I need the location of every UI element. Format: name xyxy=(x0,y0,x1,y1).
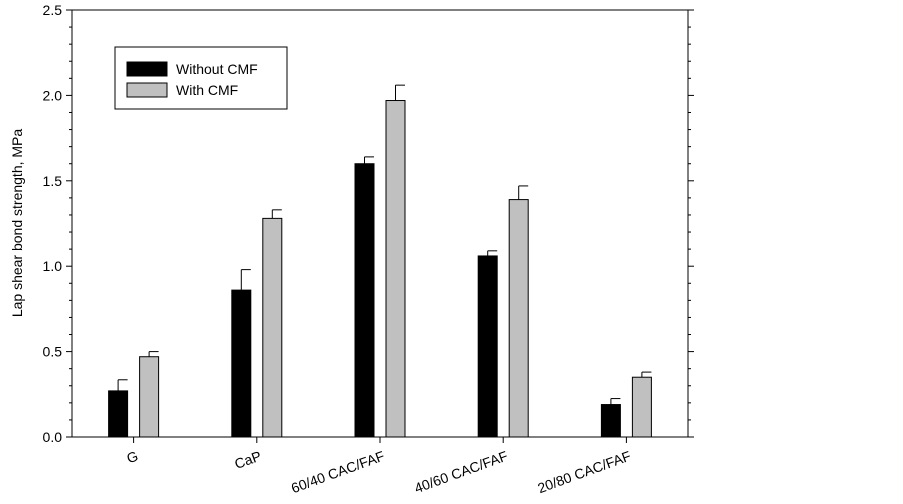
legend: Without CMF With CMF xyxy=(114,46,288,110)
y-tick-label: 0.0 xyxy=(43,429,63,445)
legend-box xyxy=(114,46,288,110)
bar-with-cmf xyxy=(631,376,652,438)
bar-without-cmf xyxy=(600,404,621,438)
x-tick-label: G xyxy=(124,448,140,467)
bars-group xyxy=(108,84,652,438)
x-tick-label: 20/80 CAC/FAF xyxy=(535,448,633,497)
y-tick-label: 2.5 xyxy=(43,2,63,18)
y-tick-label: 1.5 xyxy=(43,173,63,189)
bar-with-cmf xyxy=(508,199,529,438)
y-axis: 0.0 0.5 1.0 1.5 2.0 2.5 xyxy=(43,2,694,445)
y-axis-label: Lap shear bond strength, MPa xyxy=(9,129,25,318)
x-tick-label: CaP xyxy=(232,448,263,472)
bar-without-cmf xyxy=(231,289,252,438)
bar-with-cmf xyxy=(139,356,160,438)
x-tick-label: 60/40 CAC/FAF xyxy=(289,448,387,497)
bar-without-cmf xyxy=(477,255,498,438)
legend-label-without-cmf: Without CMF xyxy=(176,61,258,77)
legend-label-with-cmf: With CMF xyxy=(176,82,238,98)
y-tick-label: 2.0 xyxy=(43,87,63,103)
x-tick-label: 40/60 CAC/FAF xyxy=(412,448,510,497)
bar-with-cmf xyxy=(262,217,283,438)
legend-swatch-without-cmf xyxy=(126,61,168,77)
bar-without-cmf xyxy=(108,390,129,438)
y-tick-label: 1.0 xyxy=(43,258,63,274)
x-axis: G CaP 60/40 CAC/FAF 40/60 CAC/FAF 20/80 CAC/… xyxy=(124,437,633,496)
y-tick-label: 0.5 xyxy=(43,344,63,360)
bar-without-cmf xyxy=(354,163,375,438)
bar-with-cmf xyxy=(385,100,406,438)
legend-swatch-with-cmf xyxy=(126,82,168,98)
